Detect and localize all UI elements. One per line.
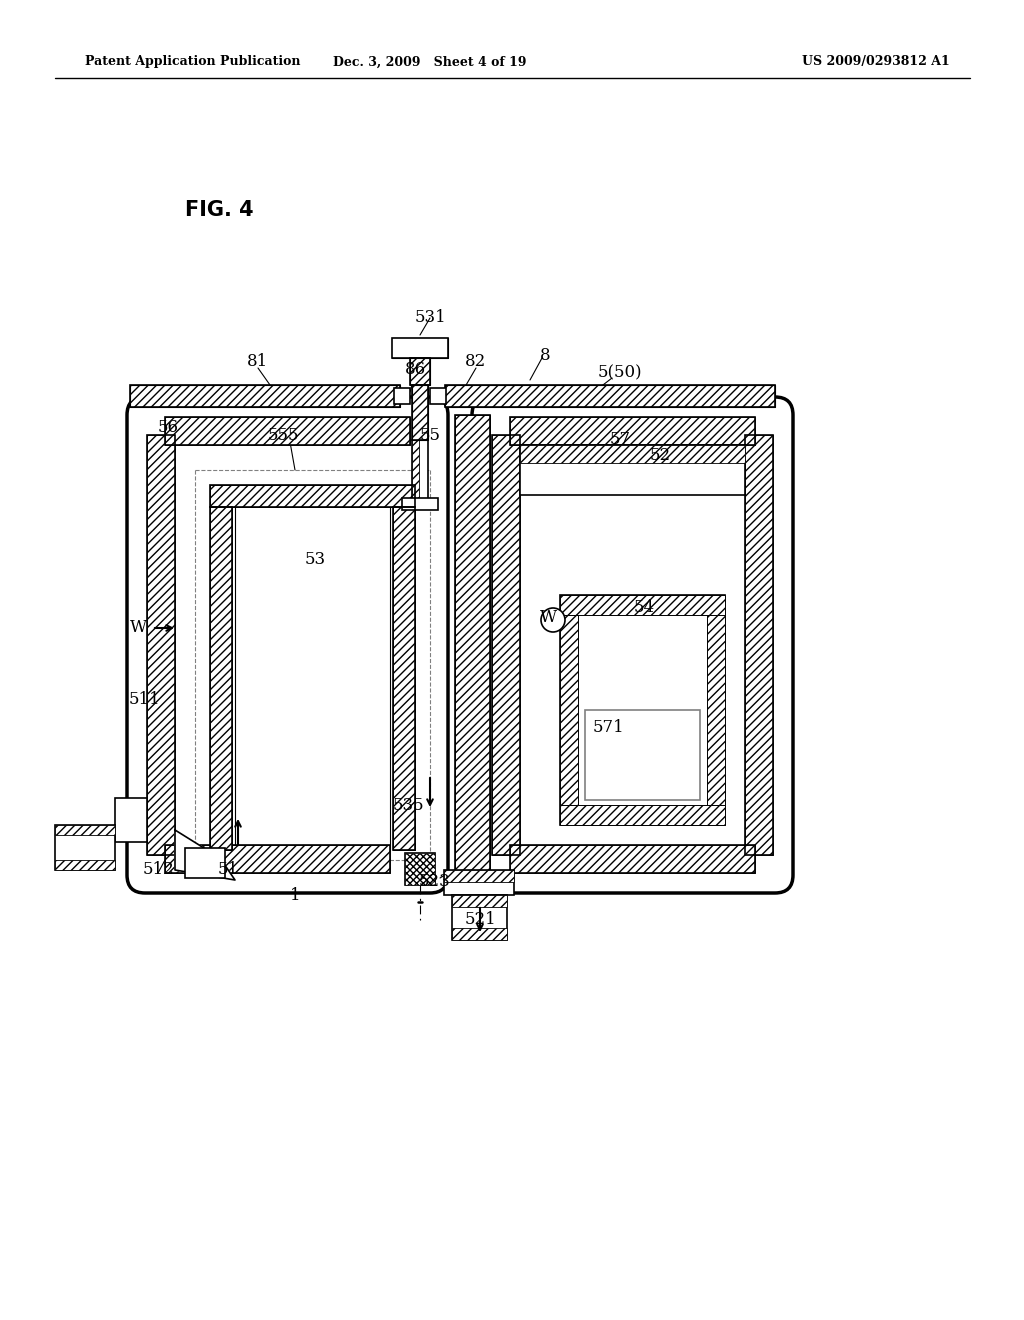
Text: 8: 8 (540, 346, 550, 363)
Text: 54: 54 (634, 599, 654, 616)
Text: Patent Application Publication: Patent Application Publication (85, 55, 300, 69)
Bar (510, 417, 755, 445)
Polygon shape (175, 830, 234, 880)
Bar (585, 710, 700, 800)
Bar (510, 845, 755, 873)
Bar (130, 385, 400, 407)
Text: 51: 51 (217, 862, 239, 879)
Text: 535: 535 (392, 796, 424, 813)
Bar (444, 870, 514, 895)
Bar (406, 853, 435, 884)
Text: 531: 531 (414, 309, 445, 326)
Text: 523: 523 (419, 874, 451, 891)
Bar (55, 825, 115, 870)
Bar (165, 845, 390, 873)
FancyBboxPatch shape (127, 397, 449, 894)
Bar (445, 385, 775, 407)
Bar (393, 507, 415, 850)
Text: 56: 56 (158, 420, 178, 437)
Bar (130, 385, 400, 407)
Text: 52: 52 (649, 446, 671, 463)
Bar (707, 615, 725, 805)
Text: 5(50): 5(50) (598, 364, 642, 381)
Bar (394, 388, 410, 404)
Bar (412, 440, 428, 500)
Bar (165, 417, 410, 445)
Bar (745, 436, 773, 855)
Bar (560, 595, 725, 825)
Bar (510, 845, 755, 873)
Bar (210, 507, 232, 850)
Bar (147, 436, 175, 855)
Bar (430, 388, 446, 404)
Bar (455, 414, 490, 875)
Bar (165, 845, 390, 873)
Text: 81: 81 (248, 354, 268, 371)
Bar (412, 385, 428, 440)
Bar (402, 498, 438, 510)
Bar (412, 385, 428, 440)
Bar (410, 358, 430, 385)
Bar (455, 414, 490, 875)
Bar (492, 436, 520, 855)
Bar (392, 338, 449, 358)
Text: 512: 512 (142, 862, 174, 879)
Text: W: W (540, 610, 557, 627)
Text: 82: 82 (465, 354, 486, 371)
Text: 86: 86 (404, 362, 426, 379)
Bar (445, 385, 775, 407)
Bar (560, 595, 725, 615)
Bar (492, 436, 520, 855)
Bar (745, 436, 773, 855)
Bar (392, 338, 449, 358)
Bar (560, 615, 578, 805)
Bar (115, 799, 147, 842)
Bar (412, 440, 419, 500)
Text: 571: 571 (592, 719, 624, 737)
Text: 55: 55 (420, 426, 440, 444)
Bar (147, 436, 175, 855)
Text: 53: 53 (304, 552, 326, 569)
Bar (410, 358, 430, 385)
Bar (452, 895, 507, 940)
Bar (165, 417, 410, 445)
Bar (55, 825, 115, 836)
Circle shape (541, 609, 565, 632)
Bar (210, 507, 232, 850)
Text: 1: 1 (290, 887, 300, 903)
FancyBboxPatch shape (472, 397, 793, 894)
Text: Dec. 3, 2009   Sheet 4 of 19: Dec. 3, 2009 Sheet 4 of 19 (333, 55, 526, 69)
Text: W: W (129, 619, 146, 636)
Bar (393, 507, 415, 850)
Bar (520, 445, 745, 463)
Bar (406, 853, 435, 884)
Text: 511: 511 (129, 692, 161, 709)
Text: 521: 521 (464, 912, 496, 928)
Text: US 2009/0293812 A1: US 2009/0293812 A1 (802, 55, 950, 69)
Text: 555: 555 (267, 426, 299, 444)
Bar (210, 484, 415, 507)
Bar (444, 870, 514, 882)
Bar (560, 805, 725, 825)
Bar (210, 484, 415, 507)
Bar (452, 928, 507, 940)
Text: FIG. 4: FIG. 4 (185, 201, 254, 220)
Bar (185, 847, 225, 878)
Text: 57: 57 (609, 432, 631, 449)
Bar (55, 861, 115, 870)
Bar (520, 445, 745, 495)
Bar (452, 895, 507, 907)
Bar (510, 417, 755, 445)
